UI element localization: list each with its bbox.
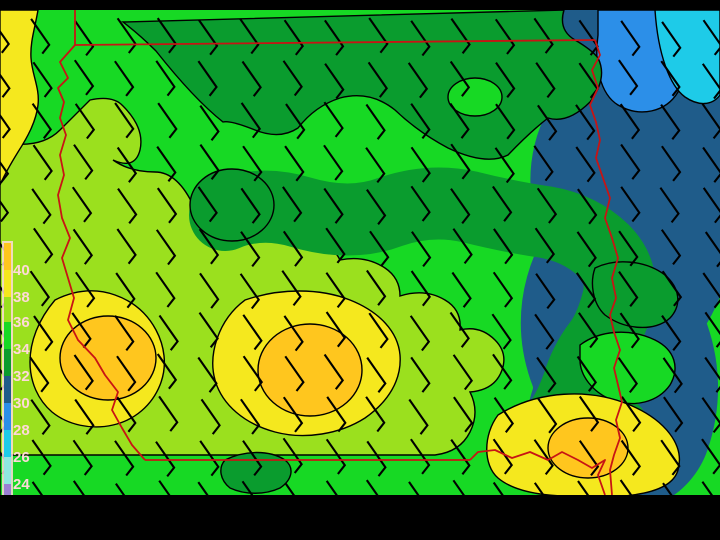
svg-text:40: 40 [13,262,30,279]
svg-text:28: 28 [13,422,30,439]
svg-text:26: 26 [13,449,30,466]
svg-text:36: 36 [13,314,30,331]
svg-text:32: 32 [13,368,30,385]
svg-text:30: 30 [13,395,30,412]
svg-text:24: 24 [13,476,30,493]
svg-text:38: 38 [13,289,30,306]
svg-text:34: 34 [13,341,30,358]
